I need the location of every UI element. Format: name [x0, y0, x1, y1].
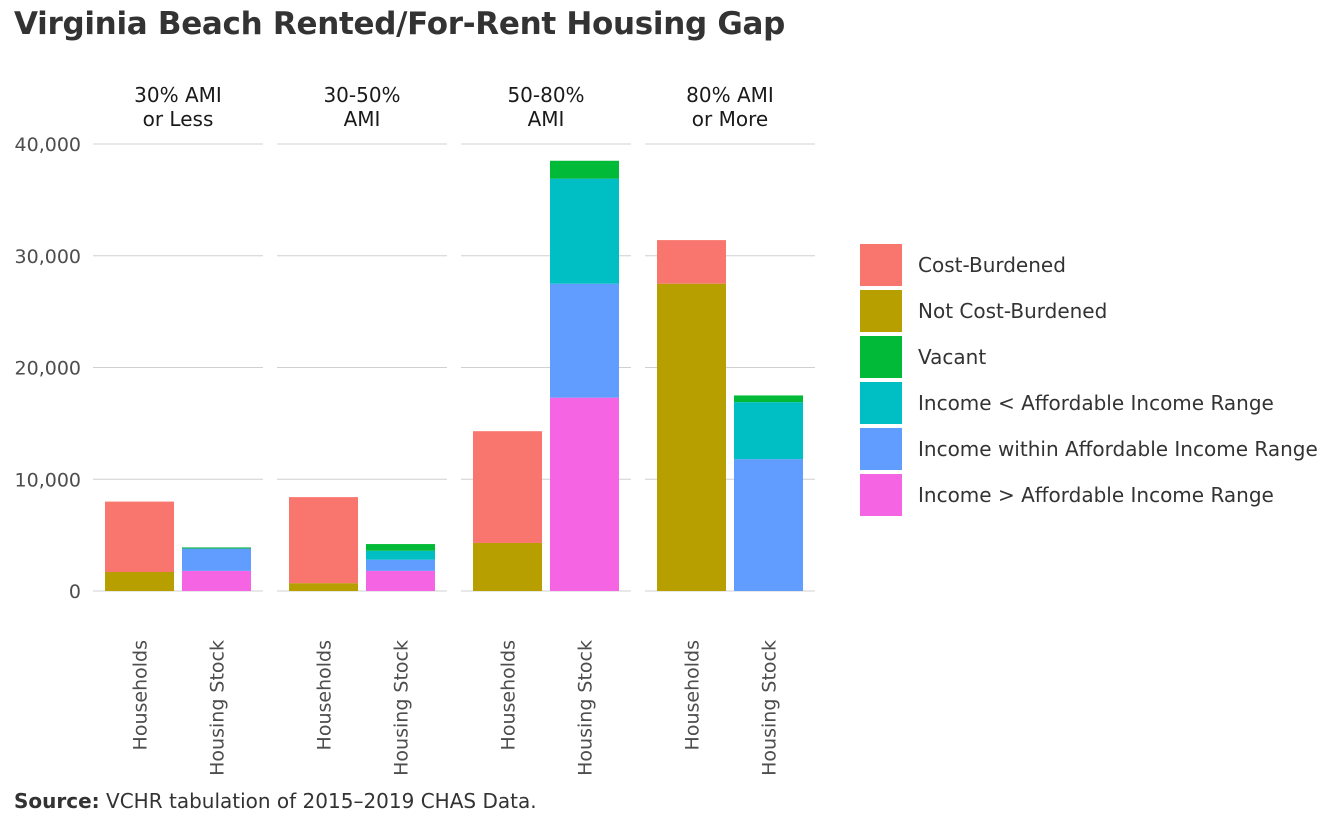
bar-segment-cost-burdened: [657, 240, 726, 284]
bar-segment-not-cost-burdened: [473, 542, 542, 591]
legend-item-cost-burdened: Cost-Burdened: [860, 244, 1340, 288]
facet-label: or Less: [143, 107, 214, 131]
bar-housing-stock: [366, 544, 435, 591]
bar-segment-income-affordable-income-range: [366, 570, 435, 591]
x-tick-label: Households: [682, 640, 704, 750]
y-tick-label: 10,000: [15, 469, 81, 491]
legend-item-vacant: Vacant: [860, 336, 1340, 380]
legend-swatch: [860, 382, 902, 424]
legend-item-income-affordable-income-range: Income < Affordable Income Range: [860, 382, 1340, 426]
bar-segment-income-affordable-income-range: [182, 570, 251, 591]
bar-segment-cost-burdened: [105, 501, 174, 573]
bar-households: [473, 431, 542, 591]
x-tick-label: Housing Stock: [575, 640, 597, 776]
bar-segment-income-affordable-income-range: [550, 397, 619, 591]
y-tick-label: 30,000: [15, 246, 81, 268]
facet-label: AMI: [344, 107, 381, 131]
bar-segment-income-affordable-income-range: [550, 178, 619, 284]
bar-segment-income-within-affordable-income-range: [550, 283, 619, 398]
x-tick-label: Housing Stock: [759, 640, 781, 776]
legend-label: Not Cost-Burdened: [918, 299, 1108, 323]
x-tick-label: Households: [498, 640, 520, 750]
facet-50-80-ami: 50-80%AMI Households Housing Stock: [461, 83, 631, 776]
bar-households: [105, 501, 174, 591]
bar-segment-not-cost-burdened: [289, 583, 358, 591]
bar-segment-income-affordable-income-range: [366, 550, 435, 560]
bar-segment-cost-burdened: [473, 431, 542, 543]
legend-swatch: [860, 336, 902, 378]
source-text: VCHR tabulation of 2015–2019 CHAS Data.: [106, 789, 537, 813]
chart-title: Virginia Beach Rented/For-Rent Housing G…: [14, 6, 786, 42]
facet-30-50-ami: 30-50%AMI Households Housing Stock: [277, 83, 447, 776]
facet-label: or More: [692, 107, 768, 131]
bar-households: [657, 240, 726, 591]
bar-segment-vacant: [734, 395, 803, 403]
bar-segment-cost-burdened: [289, 497, 358, 584]
legend-item-income-within-affordable-income-range: Income within Affordable Income Range: [860, 428, 1340, 472]
bar-housing-stock: [734, 395, 803, 591]
legend-swatch: [860, 428, 902, 470]
source-note: Source: VCHR tabulation of 2015–2019 CHA…: [14, 789, 537, 813]
bar-households: [289, 497, 358, 591]
legend-label: Income < Affordable Income Range: [918, 391, 1274, 415]
y-tick-label: 20,000: [15, 358, 81, 380]
facet-label: 80% AMI: [686, 83, 774, 107]
x-tick-label: Households: [130, 640, 152, 750]
bar-segment-vacant: [550, 160, 619, 179]
bar-segment-vacant: [366, 544, 435, 551]
legend-label: Income > Affordable Income Range: [918, 483, 1274, 507]
bar-segment-not-cost-burdened: [657, 283, 726, 591]
bar-segment-income-within-affordable-income-range: [734, 459, 803, 591]
legend-swatch: [860, 474, 902, 516]
source-label: Source:: [14, 789, 100, 813]
x-tick-label: Households: [314, 640, 336, 750]
bar-segment-not-cost-burdened: [105, 572, 174, 591]
facet-label: 30-50%: [323, 83, 400, 107]
bar-segment-income-within-affordable-income-range: [366, 559, 435, 571]
legend-label: Income within Affordable Income Range: [918, 437, 1318, 461]
legend-label: Cost-Burdened: [918, 253, 1066, 277]
legend-item-income-affordable-income-range: Income > Affordable Income Range: [860, 474, 1340, 518]
x-tick-label: Housing Stock: [207, 640, 229, 776]
bar-housing-stock: [550, 160, 619, 591]
bar-segment-income-within-affordable-income-range: [182, 548, 251, 571]
bar-segment-income-affordable-income-range: [734, 402, 803, 460]
y-axis: 0 10,000 20,000 30,000 40,000: [15, 134, 81, 603]
y-tick-label: 40,000: [15, 134, 81, 156]
legend-swatch: [860, 290, 902, 332]
facet-label: 50-80%: [507, 83, 584, 107]
bar-housing-stock: [182, 547, 251, 591]
bar-segment-vacant: [182, 547, 251, 549]
legend-item-not-cost-burdened: Not Cost-Burdened: [860, 290, 1340, 334]
facet-label: 30% AMI: [134, 83, 222, 107]
legend-swatch: [860, 244, 902, 286]
x-tick-label: Housing Stock: [391, 640, 413, 776]
legend-label: Vacant: [918, 345, 987, 369]
facet-label: AMI: [528, 107, 565, 131]
y-tick-label: 0: [69, 581, 81, 603]
